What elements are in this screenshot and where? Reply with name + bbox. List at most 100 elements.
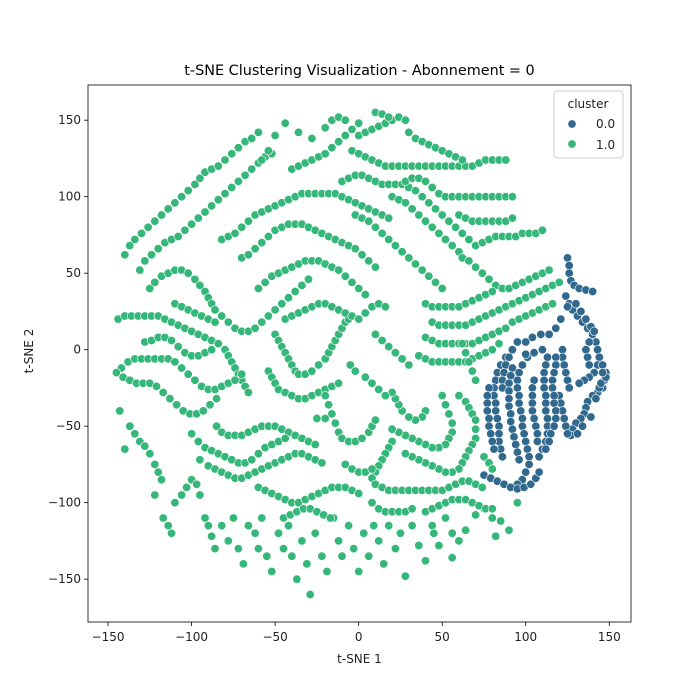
data-point-cluster-1-41 — [302, 559, 312, 569]
data-point-cluster-0-88 — [534, 452, 544, 462]
data-point-cluster-1-146 — [290, 286, 300, 296]
data-point-cluster-1-533 — [507, 192, 517, 202]
data-point-cluster-1-142 — [263, 311, 273, 321]
data-point-cluster-1-241 — [310, 439, 320, 449]
data-point-cluster-1-68 — [454, 536, 464, 546]
data-point-cluster-1-79 — [120, 250, 130, 260]
data-point-cluster-1-198 — [152, 381, 162, 391]
data-point-cluster-0-61 — [512, 383, 522, 393]
data-point-cluster-1-740 — [380, 302, 390, 312]
data-point-cluster-1-26 — [228, 513, 238, 523]
data-point-cluster-1-23 — [210, 544, 220, 554]
data-point-cluster-1-423 — [293, 127, 303, 137]
data-point-cluster-1-418 — [320, 123, 330, 133]
data-point-cluster-1-34 — [267, 566, 277, 576]
data-point-cluster-1-116 — [233, 176, 243, 186]
data-point-cluster-1-96 — [227, 149, 237, 159]
data-point-cluster-0-178 — [598, 368, 608, 378]
data-point-cluster-1-135 — [217, 311, 227, 321]
data-point-cluster-1-598 — [554, 277, 564, 287]
data-point-cluster-1-509 — [407, 204, 417, 214]
data-point-cluster-0-150 — [551, 406, 561, 416]
data-point-cluster-1-413 — [327, 143, 337, 153]
data-point-cluster-1-734 — [312, 413, 322, 423]
data-point-cluster-1-567 — [544, 265, 554, 275]
data-point-cluster-1-58 — [390, 544, 400, 554]
data-point-cluster-1-101 — [135, 265, 145, 275]
data-point-cluster-0-45 — [561, 368, 571, 378]
data-point-cluster-1-482 — [384, 112, 394, 122]
data-point-cluster-1-257 — [195, 455, 205, 465]
data-point-cluster-0-69 — [522, 444, 532, 454]
data-point-cluster-1-746 — [404, 360, 414, 370]
data-point-cluster-0-103 — [512, 337, 522, 347]
data-point-cluster-1-655 — [447, 418, 457, 428]
data-point-cluster-1-83 — [143, 222, 153, 232]
data-point-cluster-0-132 — [489, 444, 499, 454]
data-point-cluster-0-113 — [504, 378, 514, 388]
data-point-cluster-0-2 — [564, 268, 574, 278]
data-point-cluster-1-112 — [207, 201, 217, 211]
data-point-cluster-1-20 — [200, 513, 210, 523]
data-point-cluster-1-60 — [400, 571, 410, 581]
data-point-cluster-1-102 — [140, 256, 150, 266]
data-point-cluster-1-35 — [273, 528, 283, 538]
legend: cluster 0.0 1.0 — [553, 90, 624, 159]
data-point-cluster-0-77 — [539, 368, 549, 378]
data-point-cluster-1-77 — [447, 553, 457, 563]
data-point-cluster-1-18 — [192, 479, 202, 489]
data-point-cluster-1-49 — [344, 521, 354, 531]
data-point-cluster-1-611 — [501, 323, 511, 333]
data-point-cluster-1-75 — [512, 498, 522, 508]
data-point-cluster-0-131 — [487, 436, 497, 446]
data-point-cluster-0-104 — [507, 345, 517, 355]
data-point-cluster-0-51 — [544, 329, 554, 339]
data-point-cluster-1-140 — [250, 323, 260, 333]
data-point-cluster-1-504 — [430, 277, 440, 287]
data-point-cluster-1-754 — [467, 366, 477, 376]
y-tick-label-3: 0 — [73, 343, 81, 357]
data-point-cluster-0-167 — [581, 314, 591, 324]
data-point-cluster-0-159 — [527, 398, 537, 408]
data-point-cluster-1-15 — [177, 490, 187, 500]
data-point-cluster-1-87 — [170, 198, 180, 208]
data-point-cluster-0-124 — [484, 383, 494, 393]
data-point-cluster-1-558 — [484, 274, 494, 284]
data-point-cluster-0-122 — [512, 447, 522, 457]
data-point-cluster-1-31 — [253, 544, 263, 554]
data-point-cluster-0-173 — [584, 360, 594, 370]
data-point-cluster-1-670 — [404, 412, 414, 422]
legend-marker-0 — [567, 119, 577, 129]
data-point-cluster-0-118 — [506, 417, 516, 427]
data-point-cluster-1-95 — [220, 155, 230, 165]
data-point-cluster-1-54 — [369, 521, 379, 531]
data-point-cluster-1-50 — [349, 544, 359, 554]
data-point-cluster-1-55 — [374, 536, 384, 546]
data-point-cluster-1-8 — [153, 467, 163, 477]
data-point-cluster-1-447 — [464, 235, 474, 245]
data-point-cluster-0-172 — [583, 352, 593, 362]
data-point-cluster-0-143 — [551, 352, 561, 362]
data-point-cluster-1-360 — [340, 271, 350, 281]
data-point-cluster-1-66 — [440, 513, 450, 523]
data-point-cluster-1-110 — [193, 213, 203, 223]
data-point-cluster-1-80 — [125, 241, 135, 251]
data-point-cluster-1-48 — [337, 551, 347, 561]
data-point-cluster-0-130 — [486, 429, 496, 439]
data-point-cluster-1-85 — [157, 210, 167, 220]
data-point-cluster-0-171 — [581, 345, 591, 355]
data-point-cluster-1-743 — [384, 342, 394, 352]
data-point-cluster-1-499 — [397, 247, 407, 257]
data-point-cluster-1-70 — [471, 510, 481, 520]
data-point-cluster-1-497 — [384, 235, 394, 245]
data-point-cluster-1-737 — [360, 308, 370, 318]
data-point-cluster-1-0 — [115, 406, 125, 416]
data-point-cluster-0-170 — [584, 337, 594, 347]
data-point-cluster-1-720 — [330, 418, 340, 428]
data-point-cluster-0-169 — [589, 326, 599, 336]
data-point-cluster-0-125 — [482, 391, 492, 401]
data-point-cluster-1-52 — [359, 528, 369, 538]
plot-frame — [87, 84, 632, 623]
data-point-cluster-1-103 — [147, 250, 157, 260]
data-point-cluster-1-491 — [457, 155, 467, 165]
